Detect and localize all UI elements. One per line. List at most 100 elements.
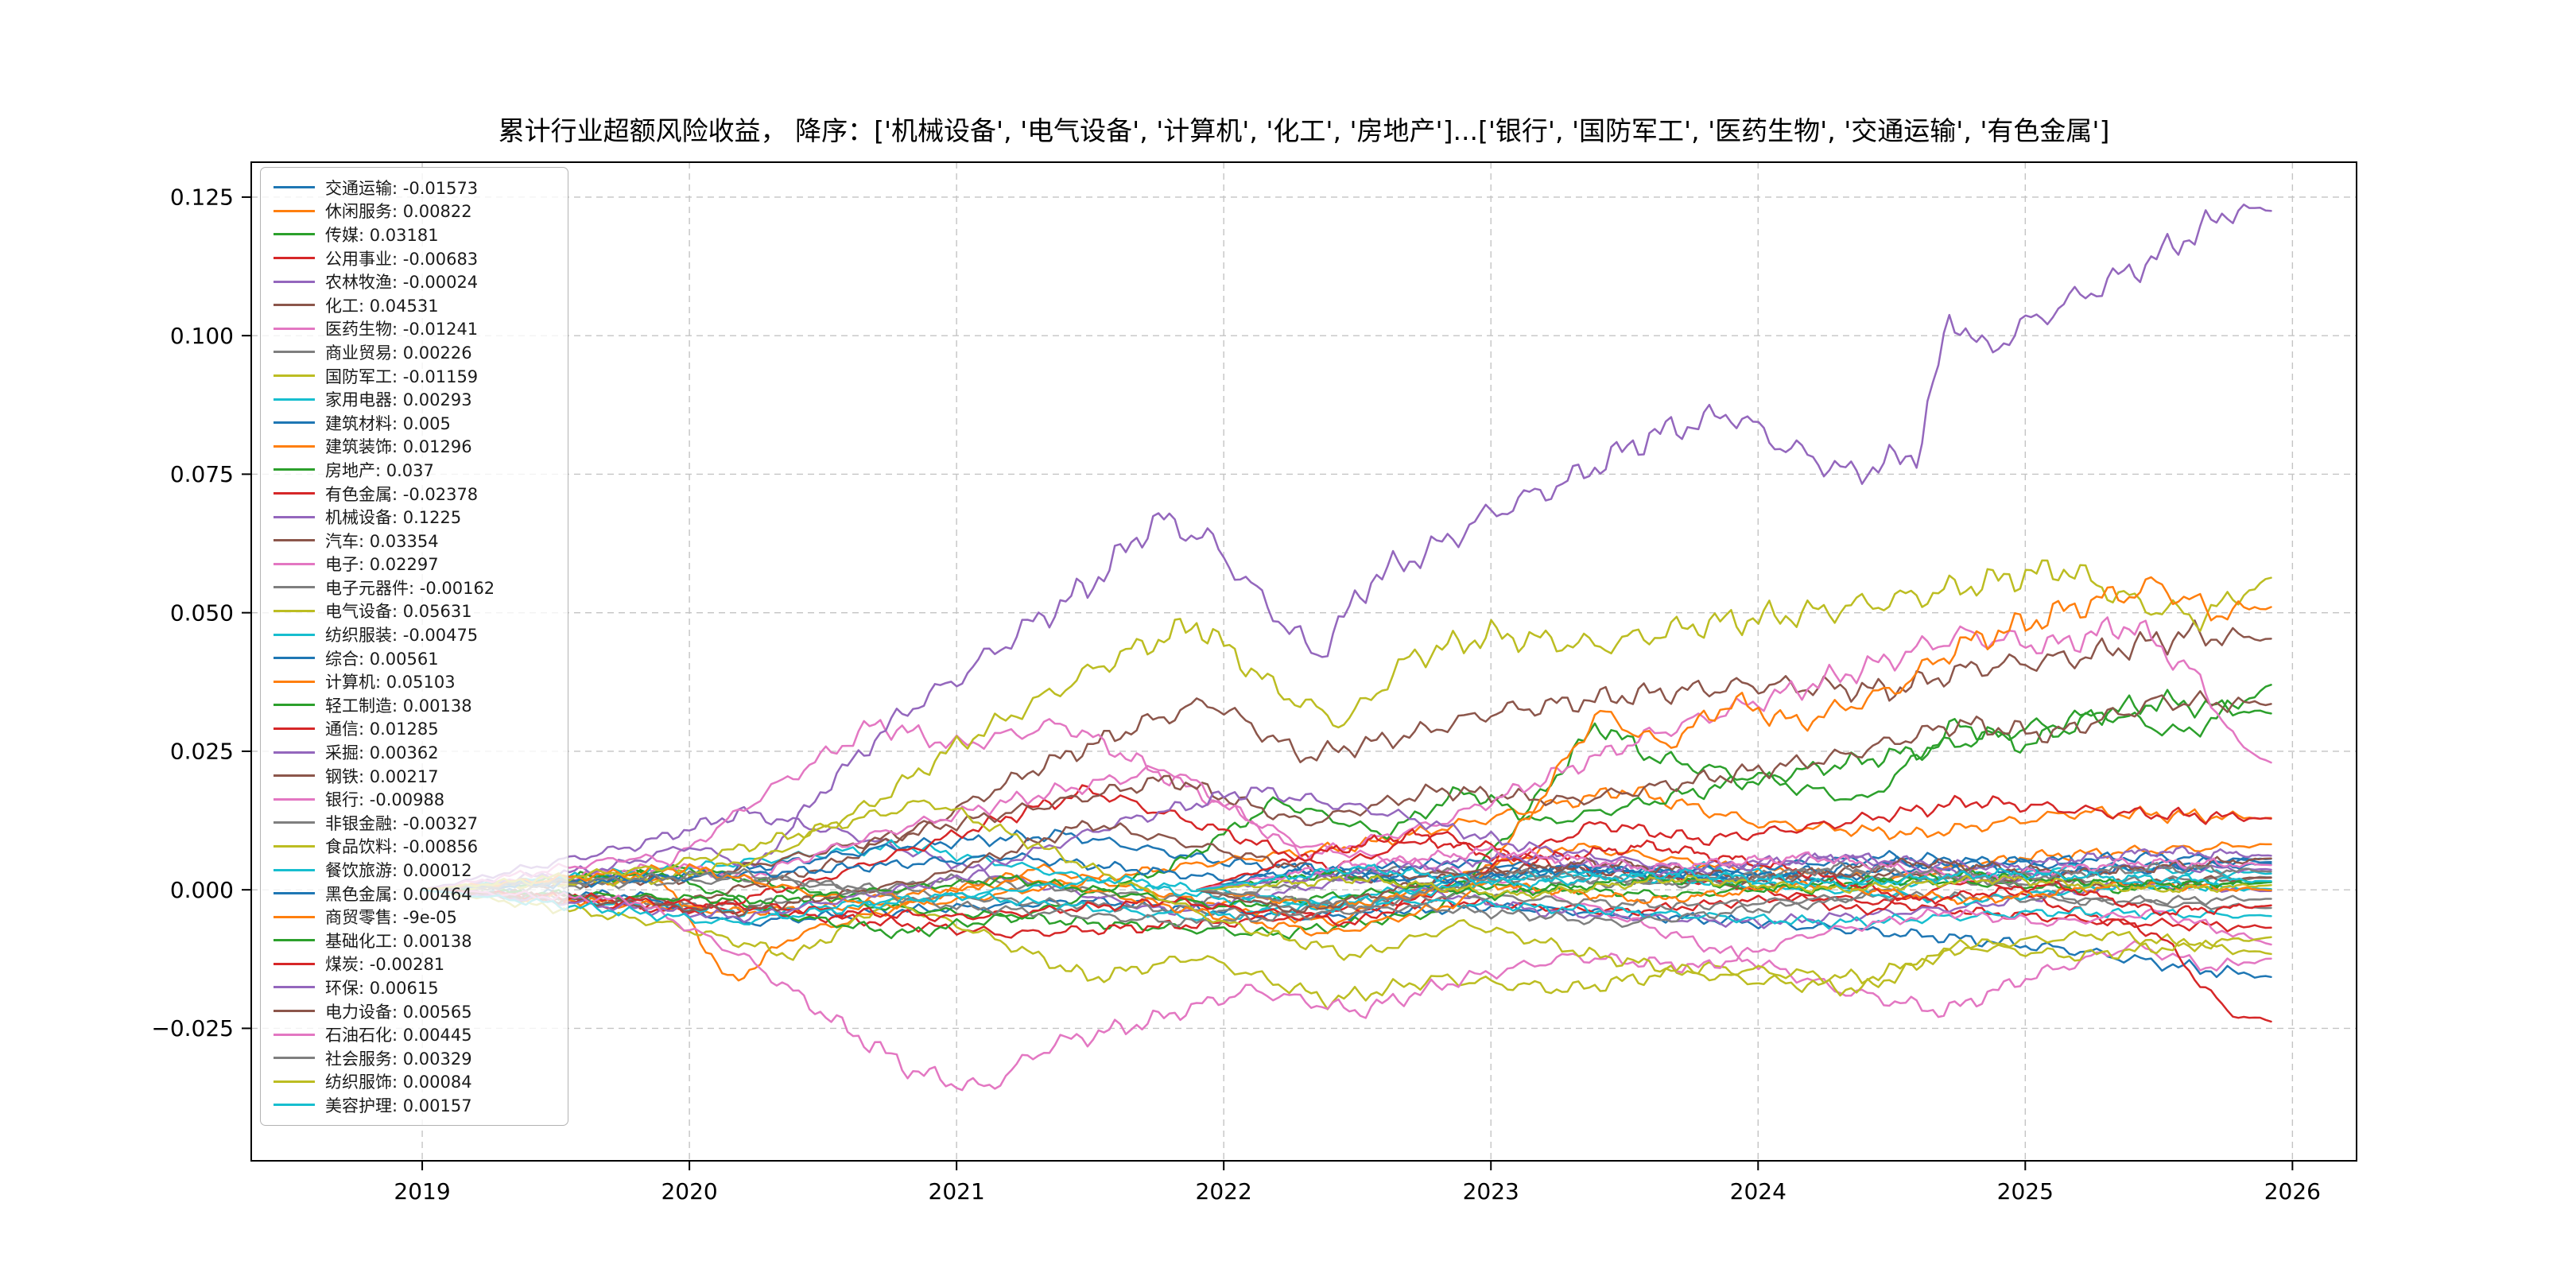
- legend-line-sample: [274, 492, 315, 495]
- legend-line-sample: [274, 1080, 315, 1083]
- legend-line-sample: [274, 421, 315, 425]
- series-line: [421, 888, 2272, 1092]
- legend-line-sample: [274, 797, 315, 801]
- y-tick-label: 0.125: [170, 184, 234, 211]
- legend-label: 社会服务: 0.00329: [325, 1049, 472, 1069]
- legend-label: 银行: -0.00988: [325, 790, 445, 810]
- legend-item: 煤炭: -0.00281: [274, 952, 555, 976]
- legend-item: 社会服务: 0.00329: [274, 1046, 555, 1070]
- series-line: [421, 619, 2272, 905]
- x-tick-label: 2020: [661, 1178, 717, 1205]
- x-tick-label: 2021: [929, 1178, 985, 1205]
- legend-item: 纺织服饰: 0.00084: [274, 1070, 555, 1094]
- legend-line-sample: [274, 939, 315, 942]
- legend-label: 煤炭: -0.00281: [325, 955, 445, 975]
- legend-item: 通信: 0.01285: [274, 717, 555, 741]
- legend-label: 美容护理: 0.00157: [325, 1096, 472, 1115]
- legend-line-sample: [274, 680, 315, 683]
- legend-label: 交通运输: -0.01573: [325, 178, 479, 198]
- legend-line-sample: [274, 633, 315, 636]
- y-tick-label: 0.075: [170, 461, 234, 487]
- series-line: [421, 888, 2272, 1011]
- series-line: [421, 718, 2272, 1018]
- legend-item: 休闲服务: 0.00822: [274, 200, 555, 223]
- legend-line-sample: [274, 444, 315, 448]
- legend-item: 传媒: 0.03181: [274, 223, 555, 246]
- legend-line-sample: [274, 515, 315, 518]
- legend-item: 有色金属: -0.02378: [274, 482, 555, 506]
- legend-line-sample: [274, 280, 315, 283]
- legend-line-sample: [274, 209, 315, 212]
- legend-item: 家用电器: 0.00293: [274, 387, 555, 411]
- legend-label: 环保: 0.00615: [325, 978, 439, 998]
- series-line: [421, 559, 2272, 891]
- legend-label: 家用电器: 0.00293: [325, 390, 472, 410]
- legend-label: 建筑材料: 0.005: [325, 413, 451, 433]
- series-line: [1196, 863, 2272, 891]
- legend-item: 建筑装饰: 0.01296: [274, 435, 555, 459]
- legend-item: 综合: 0.00561: [274, 646, 555, 670]
- legend-label: 机械设备: 0.1225: [325, 508, 462, 528]
- legend-line-sample: [274, 468, 315, 471]
- legend-item: 黑色金属: 0.00464: [274, 882, 555, 906]
- x-tick-label: 2019: [394, 1178, 450, 1205]
- legend-item: 电子: 0.02297: [274, 553, 555, 576]
- legend-item: 国防军工: -0.01159: [274, 364, 555, 388]
- legend-label: 房地产: 0.037: [325, 460, 434, 480]
- legend-label: 纺织服装: -0.00475: [325, 626, 479, 646]
- x-tick-label: 2023: [1463, 1178, 1519, 1205]
- legend-item: 基础化工: 0.00138: [274, 929, 555, 952]
- legend-label: 化工: 0.04531: [325, 296, 439, 316]
- legend-label: 采掘: 0.00362: [325, 743, 439, 763]
- legend-item: 银行: -0.00988: [274, 787, 555, 811]
- legend-label: 商业贸易: 0.00226: [325, 343, 472, 363]
- legend-label: 汽车: 0.03354: [325, 531, 439, 551]
- legend-item: 商贸零售: -9e-05: [274, 905, 555, 929]
- legend-label: 商贸零售: -9e-05: [325, 908, 457, 928]
- legend-line-sample: [274, 704, 315, 707]
- legend-label: 有色金属: -0.02378: [325, 484, 479, 504]
- legend-label: 基础化工: 0.00138: [325, 931, 472, 951]
- legend-item: 钢铁: 0.00217: [274, 764, 555, 788]
- legend-line-sample: [274, 233, 315, 236]
- chart-title: 累计行业超额风险收益， 降序：['机械设备', '电气设备', '计算机', '…: [498, 115, 2110, 146]
- legend-line-sample: [274, 868, 315, 871]
- series-line: [421, 799, 2272, 997]
- legend-line-sample: [274, 374, 315, 378]
- legend-label: 通信: 0.01285: [325, 720, 439, 739]
- legend-line-sample: [274, 398, 315, 401]
- legend-label: 综合: 0.00561: [325, 649, 439, 669]
- legend-line-sample: [274, 186, 315, 189]
- legend-line-sample: [274, 844, 315, 848]
- legend-item: 化工: 0.04531: [274, 293, 555, 317]
- legend-item: 餐饮旅游: 0.00012: [274, 858, 555, 882]
- legend-label: 电气设备: 0.05631: [325, 602, 472, 622]
- legend-label: 黑色金属: 0.00464: [325, 884, 472, 904]
- legend-label: 轻工制造: 0.00138: [325, 696, 472, 716]
- legend-line-sample: [274, 915, 315, 918]
- legend-item: 轻工制造: 0.00138: [274, 693, 555, 717]
- legend-line-sample: [274, 962, 315, 965]
- y-tick-label: 0.000: [170, 877, 234, 903]
- legend: 交通运输: -0.01573 休闲服务: 0.00822 传媒: 0.03181…: [260, 167, 568, 1126]
- legend-item: 非银金融: -0.00327: [274, 811, 555, 835]
- legend-line-sample: [274, 1033, 315, 1036]
- series-line: [421, 684, 2272, 940]
- legend-item: 机械设备: 0.1225: [274, 505, 555, 529]
- legend-line-sample: [274, 539, 315, 542]
- legend-line-sample: [274, 257, 315, 260]
- series-line: [421, 204, 2272, 891]
- legend-item: 房地产: 0.037: [274, 458, 555, 482]
- series-line: [1196, 861, 2272, 910]
- legend-item: 医药生物: -0.01241: [274, 317, 555, 341]
- legend-line-sample: [274, 1057, 315, 1060]
- legend-line-sample: [274, 727, 315, 730]
- legend-item: 计算机: 0.05103: [274, 669, 555, 693]
- legend-line-sample: [274, 751, 315, 754]
- legend-label: 计算机: 0.05103: [325, 673, 456, 692]
- legend-line-sample: [274, 609, 315, 612]
- legend-line-sample: [274, 304, 315, 307]
- legend-label: 农林牧渔: -0.00024: [325, 273, 479, 293]
- legend-line-sample: [274, 657, 315, 660]
- legend-label: 传媒: 0.03181: [325, 225, 439, 245]
